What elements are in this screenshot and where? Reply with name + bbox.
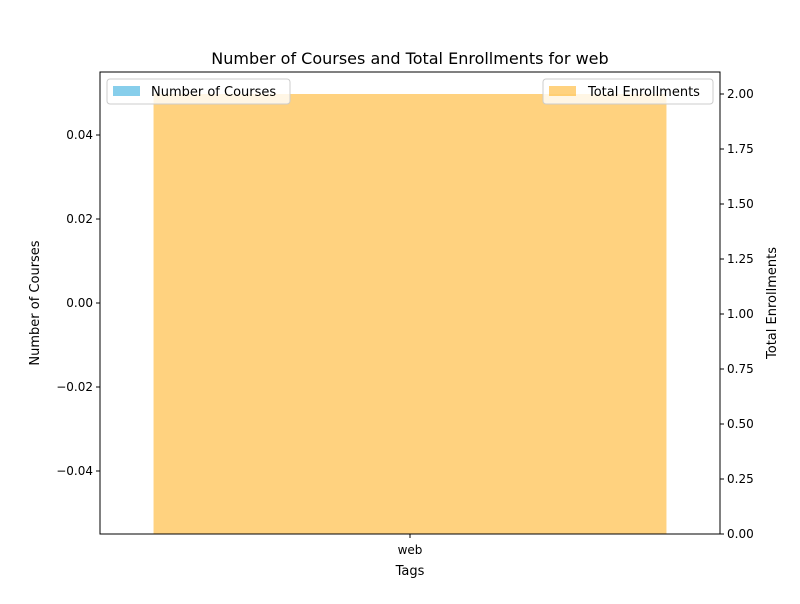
right-tick-label: 2.00: [727, 87, 754, 101]
right-axis-ticks: 0.00 0.25 0.50 0.75 1.00 1.25 1.50 1.75 2.00: [720, 87, 754, 541]
left-axis-label: Number of Courses: [28, 240, 43, 365]
right-axis-label: Total Enrollments: [765, 247, 780, 360]
legend-swatch: [549, 86, 576, 96]
right-tick-label: 0.00: [727, 527, 754, 541]
legend-label: Number of Courses: [151, 85, 276, 100]
bar-total-enrollments: [154, 94, 667, 534]
legend-number-of-courses: Number of Courses: [107, 79, 290, 104]
left-axis-ticks: −0.04 −0.02 0.00 0.02 0.04: [56, 128, 100, 478]
legend-total-enrollments: Total Enrollments: [543, 79, 713, 104]
right-tick-label: 1.25: [727, 252, 754, 266]
right-tick-label: 0.50: [727, 417, 754, 431]
right-tick-label: 0.25: [727, 472, 754, 486]
left-tick-label: −0.02: [56, 380, 93, 394]
right-tick-label: 1.75: [727, 142, 754, 156]
left-tick-label: 0.04: [66, 128, 93, 142]
left-tick-label: 0.00: [66, 296, 93, 310]
x-axis-ticks: web: [398, 534, 423, 557]
right-tick-label: 0.75: [727, 362, 754, 376]
chart-title: Number of Courses and Total Enrollments …: [211, 49, 608, 68]
right-tick-label: 1.50: [727, 197, 754, 211]
legend-swatch: [113, 86, 140, 96]
legend-label: Total Enrollments: [587, 85, 700, 100]
left-tick-label: 0.02: [66, 212, 93, 226]
x-axis-label: Tags: [395, 564, 425, 579]
left-tick-label: −0.04: [56, 464, 93, 478]
bars-layer: [154, 94, 667, 534]
x-tick-label: web: [398, 543, 423, 557]
right-tick-label: 1.00: [727, 307, 754, 321]
